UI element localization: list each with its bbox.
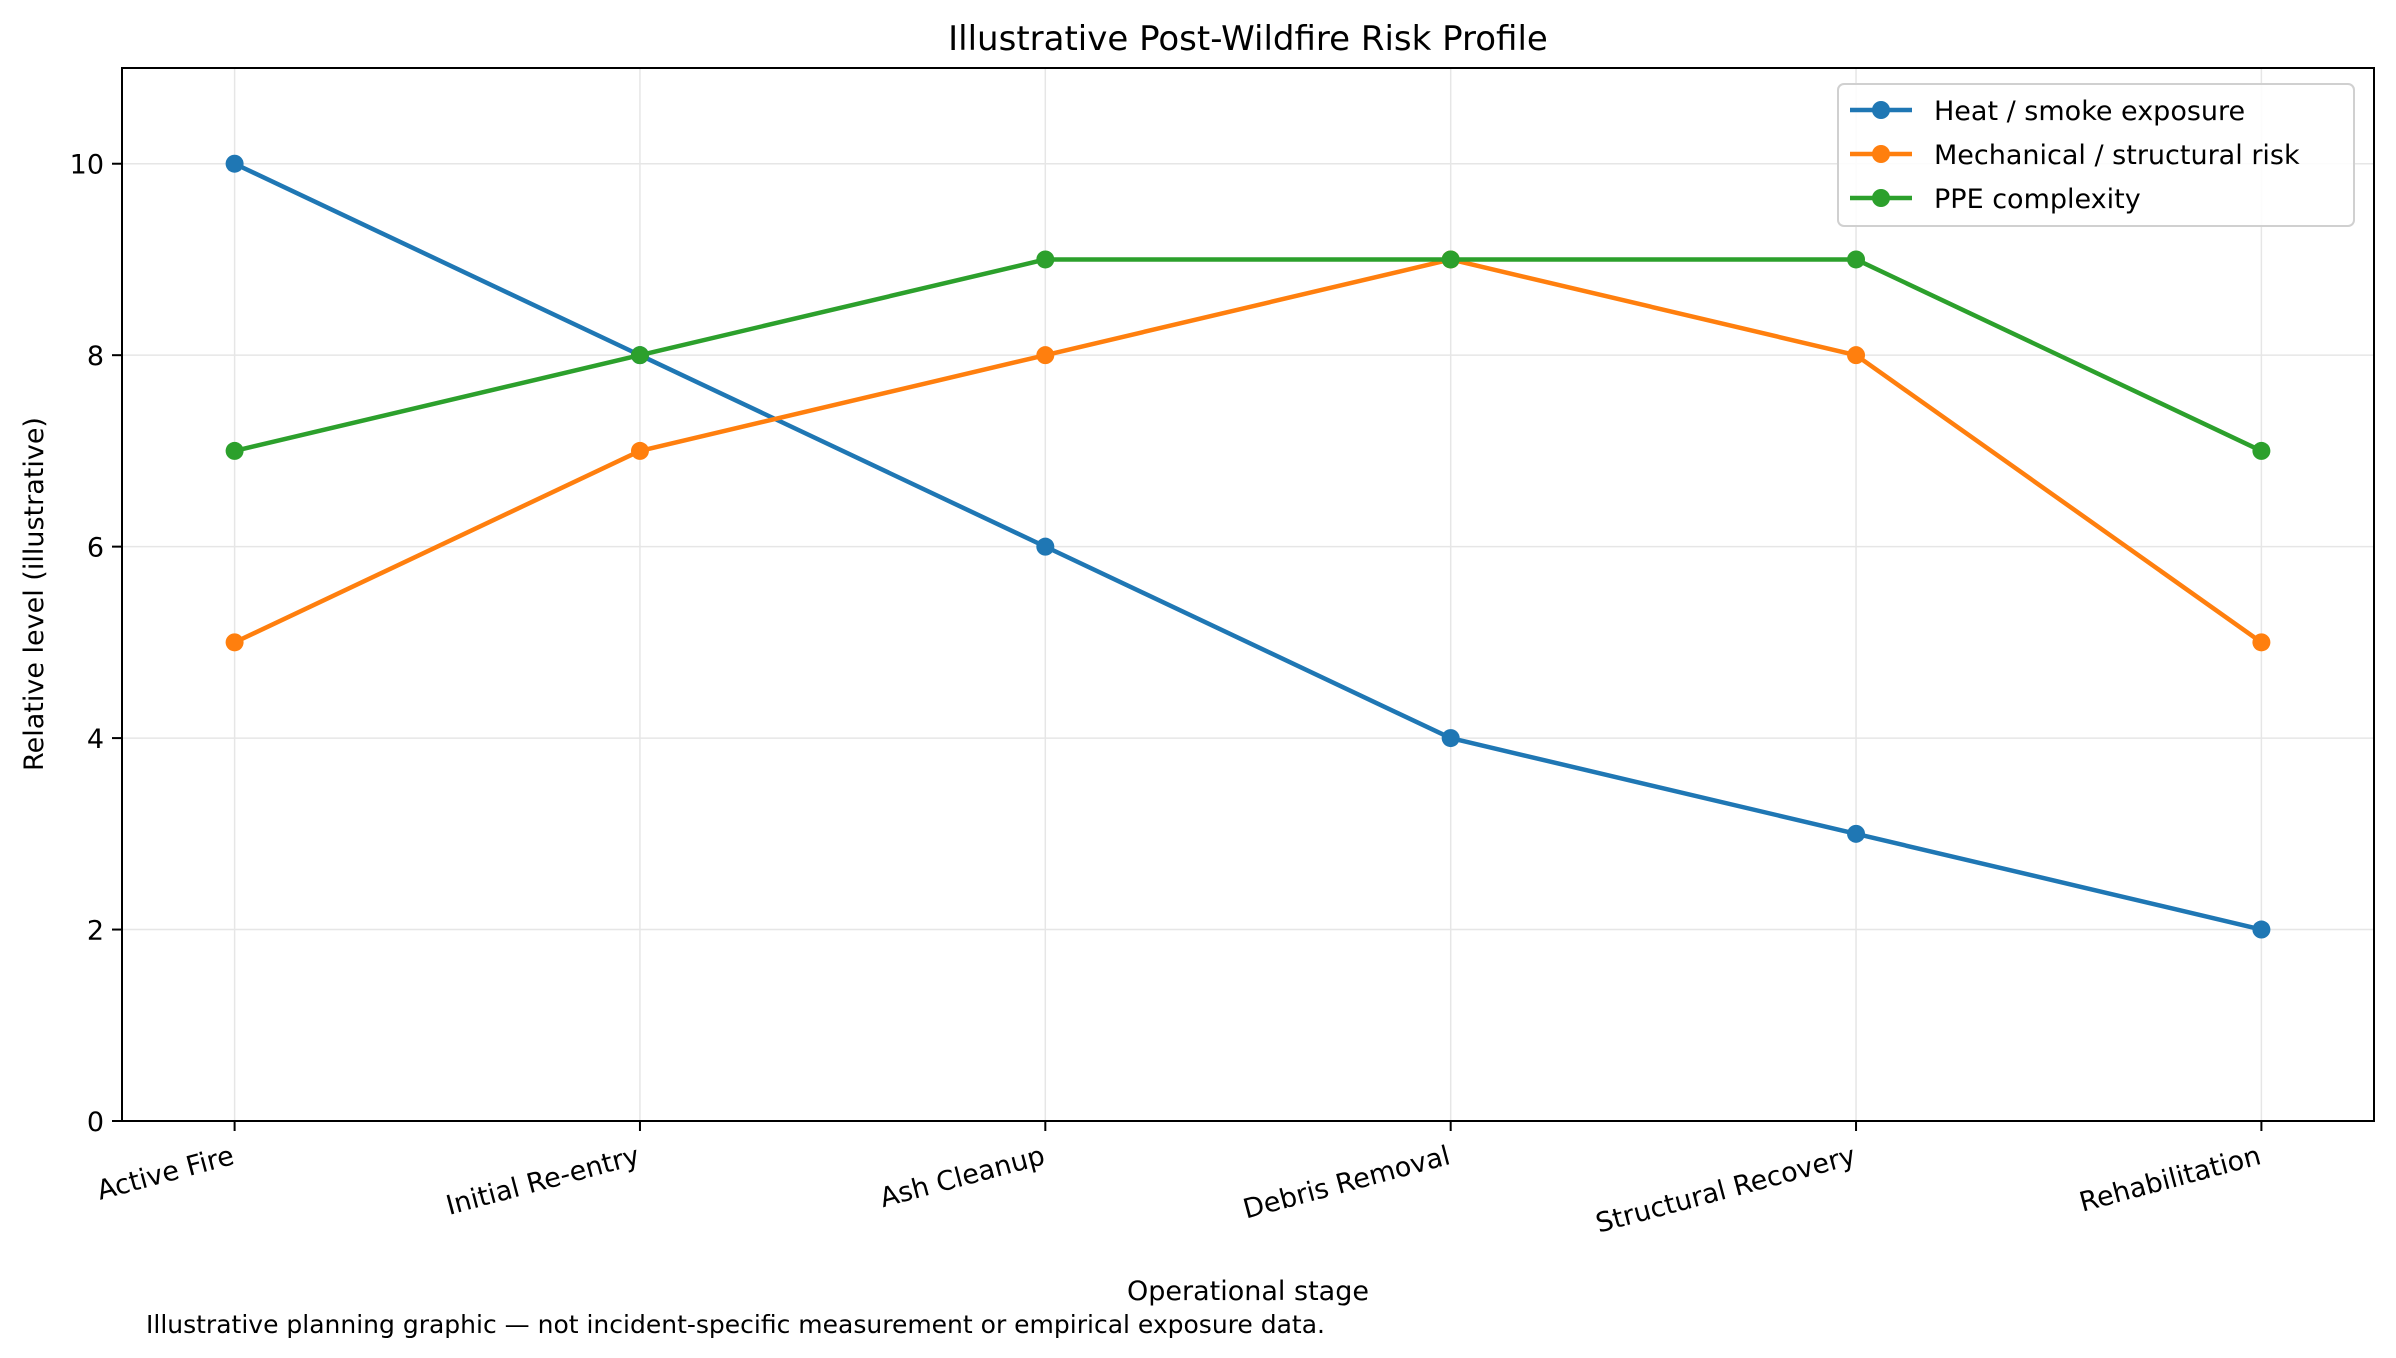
x-tick-label: Ash Cleanup <box>877 1140 1048 1214</box>
legend-entry: Mechanical / structural risk <box>1850 140 2300 171</box>
legend-label: Mechanical / structural risk <box>1934 140 2300 171</box>
data-point <box>1036 537 1055 556</box>
series-layer <box>225 154 2271 939</box>
legend-swatch-marker <box>1872 145 1890 163</box>
y-tick-label: 6 <box>87 533 104 564</box>
y-tick-label: 10 <box>70 150 104 181</box>
data-point <box>630 441 649 460</box>
legend-box <box>1837 83 2355 227</box>
data-point <box>2252 920 2271 939</box>
x-tick-label: Initial Re-entry <box>443 1140 643 1221</box>
legend-entry: Heat / smoke exposure <box>1850 96 2245 127</box>
data-point <box>2252 441 2271 460</box>
data-point <box>1847 346 1866 365</box>
y-tick-label: 4 <box>87 724 104 755</box>
legend: Heat / smoke exposure Mechanical / struct… <box>1837 83 2355 227</box>
series-line <box>233 161 2262 932</box>
x-axis-label: Operational stage <box>1127 1276 1369 1307</box>
data-point <box>225 441 244 460</box>
data-point <box>630 346 649 365</box>
legend-label: Heat / smoke exposure <box>1934 96 2245 127</box>
legend-entry: PPE complexity <box>1850 184 2141 215</box>
series-3 <box>225 250 2271 460</box>
ticks-layer: Active Fire Initial Re-entry Ash Cleanup De… <box>70 150 2265 1240</box>
data-point <box>2252 633 2271 652</box>
legend-label: PPE complexity <box>1934 184 2141 215</box>
series-1 <box>225 154 2271 939</box>
x-tick-label: Active Fire <box>94 1140 238 1206</box>
y-tick-label: 8 <box>87 341 104 372</box>
x-tick-label: Structural Recovery <box>1593 1140 1859 1239</box>
footnote: Illustrative planning graphic — not inci… <box>146 1310 1325 1339</box>
data-point <box>1036 346 1055 365</box>
y-tick-label: 0 <box>87 1107 104 1138</box>
x-tick-label: Rehabilitation <box>2076 1140 2264 1218</box>
legend-swatch-marker <box>1872 101 1890 119</box>
y-tick-label: 2 <box>87 916 104 947</box>
series-line <box>234 257 2263 454</box>
series-line <box>233 257 2263 645</box>
data-point <box>225 633 244 652</box>
data-point <box>1036 250 1055 269</box>
chart-title: Illustrative Post-Wildfire Risk Profile <box>948 19 1548 59</box>
data-point <box>1441 250 1460 269</box>
plot-frame <box>121 67 2375 1122</box>
data-point <box>1847 250 1866 269</box>
data-point <box>1441 729 1460 748</box>
legend-swatch-marker <box>1872 189 1890 207</box>
y-axis-label: Relative level (illustrative) <box>19 417 50 771</box>
data-point <box>225 154 244 173</box>
data-point <box>1847 824 1866 843</box>
x-tick-label: Debris Removal <box>1240 1140 1454 1225</box>
